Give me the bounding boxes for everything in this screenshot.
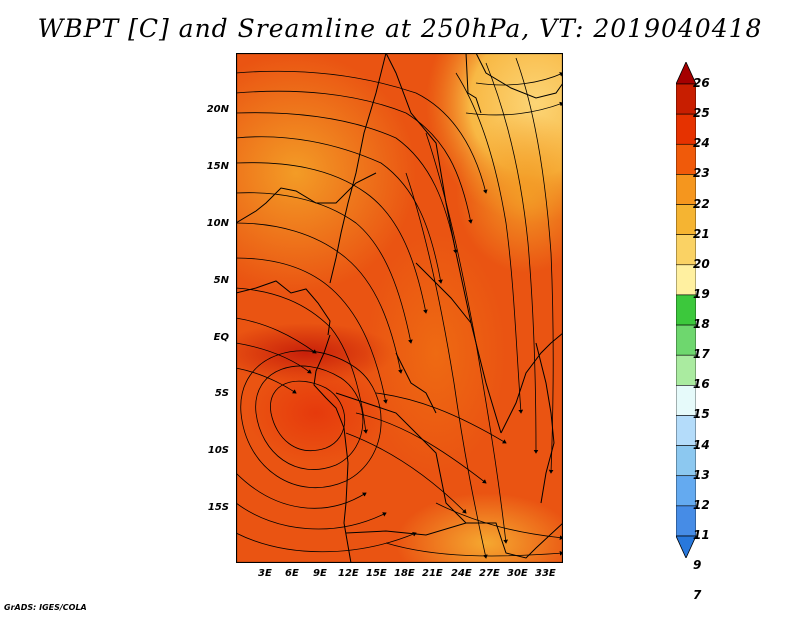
colorbar-level-label: 24	[693, 136, 710, 151]
lat-label: EQ	[213, 332, 229, 343]
colorbar-bottom-arrow	[676, 535, 696, 558]
colorbar-level-label: 16	[693, 377, 710, 392]
colorbar-level-label: 14	[693, 437, 710, 452]
lon-label: 6E	[285, 568, 299, 579]
chart-title: WBPT [C] and Sreamline at 250hPa, VT: 20…	[37, 14, 763, 43]
lat-label: 10S	[207, 445, 229, 456]
lon-label: 15E	[366, 568, 387, 579]
colorbar-level-label: 9	[693, 558, 702, 573]
colorbar-level-label: 19	[693, 286, 710, 301]
lat-label: 5S	[214, 388, 229, 399]
colorbar-level-label: 15	[693, 407, 710, 422]
lat-label: 10N	[206, 218, 229, 229]
colorbar-level-label: 22	[693, 196, 710, 211]
lon-label: 3E	[258, 568, 272, 579]
colorbar-level-label: 25	[693, 106, 710, 121]
lon-label: 21E	[422, 568, 443, 579]
colorbar-level-label: 17	[693, 347, 710, 362]
map-panel	[236, 53, 563, 563]
wbpt-band-east	[456, 113, 563, 273]
map-canvas	[236, 53, 563, 563]
lat-label: 15S	[207, 502, 229, 513]
colorbar-level-label: 26	[693, 76, 710, 90]
lon-label: 9E	[313, 568, 327, 579]
wbpt-central	[366, 233, 506, 473]
colorbar-level-label: 7	[693, 588, 702, 603]
lon-label: 27E	[479, 568, 500, 579]
lon-label: 33E	[535, 568, 556, 579]
lat-label: 20N	[206, 104, 229, 115]
lat-label: 15N	[206, 161, 229, 172]
lon-label: 18E	[394, 568, 415, 579]
wbpt-cyclone-core	[246, 363, 386, 463]
lat-label: 5N	[213, 275, 229, 286]
colorbar-level-label: 11	[693, 528, 710, 542]
lon-label: 30E	[507, 568, 528, 579]
lon-label: 12E	[338, 568, 359, 579]
colorbar	[676, 62, 696, 558]
credit-text: GrADS: IGES/COLA	[4, 603, 87, 612]
streamlines	[236, 57, 563, 559]
colorbar-level-label: 12	[693, 497, 710, 512]
colorbar-level-label: 21	[693, 226, 710, 241]
colorbar-level-label: 13	[693, 467, 710, 482]
colorbar-level-label: 23	[693, 166, 710, 181]
colorbar-level-label: 18	[693, 317, 710, 332]
lon-label: 24E	[451, 568, 472, 579]
map-frame	[236, 53, 563, 563]
colorbar-level-label: 20	[693, 256, 710, 271]
